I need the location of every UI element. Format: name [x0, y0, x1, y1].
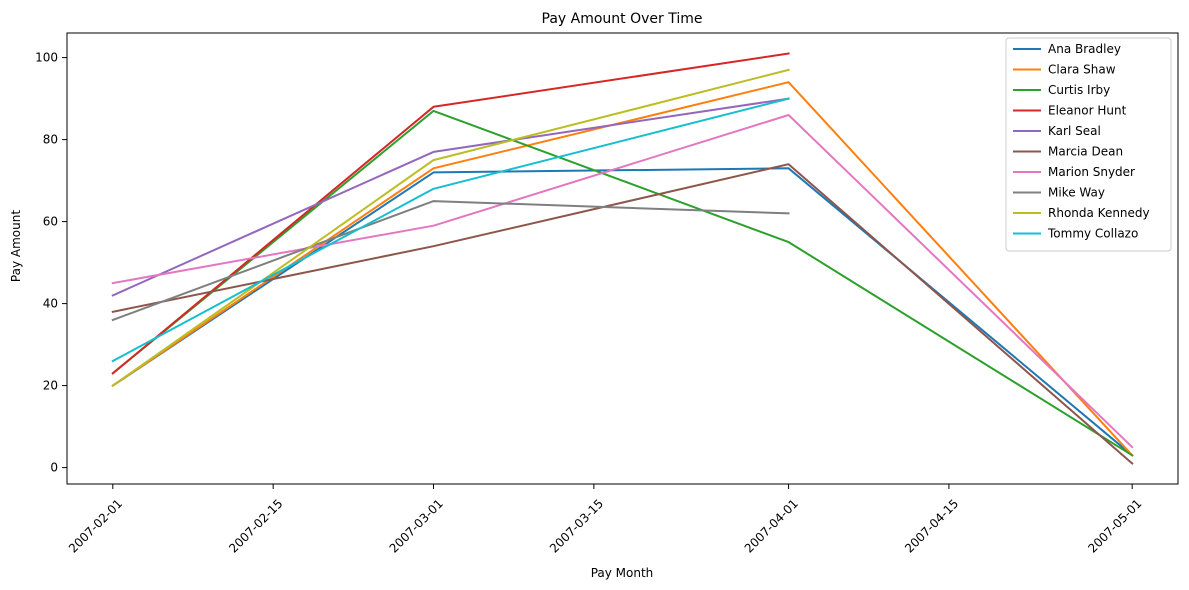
- legend-label-3: Eleanor Hunt: [1048, 104, 1127, 118]
- x-tick-label: 2007-03-15: [547, 496, 606, 555]
- series-line-5: [111, 163, 1134, 465]
- y-tick-label: 60: [43, 215, 58, 229]
- plot-area: [66, 32, 1179, 485]
- legend-label-8: Rhonda Kennedy: [1048, 206, 1150, 220]
- legend-label-5: Marcia Dean: [1048, 145, 1123, 159]
- y-tick-label: 40: [43, 297, 58, 311]
- legend: Ana Bradley Clara Shaw Curtis Irby Eleanor …: [1005, 37, 1172, 252]
- series-line-1: [111, 81, 1134, 457]
- legend-label-0: Ana Bradley: [1048, 42, 1121, 56]
- series-line-9: [111, 97, 790, 363]
- legend-label-2: Curtis Irby: [1048, 83, 1110, 97]
- x-axis-label: Pay Month: [591, 566, 654, 580]
- legend-label-6: Marion Snyder: [1048, 165, 1135, 179]
- y-tick-label: 80: [43, 133, 58, 147]
- legend-label-1: Clara Shaw: [1048, 63, 1116, 77]
- x-tick-label: 2007-03-01: [387, 496, 446, 555]
- chart-title: Pay Amount Over Time: [542, 11, 703, 27]
- series-line-6: [111, 114, 1134, 449]
- series-line-3: [111, 52, 790, 375]
- plot-frame: [66, 32, 1179, 485]
- series-line-2: [111, 109, 1134, 457]
- x-tick-label: 2007-04-15: [902, 496, 961, 555]
- series-line-7: [111, 200, 790, 322]
- x-tick-label: 2007-04-01: [742, 496, 801, 555]
- series-line-0: [111, 167, 1134, 457]
- legend-label-7: Mike Way: [1048, 186, 1105, 200]
- legend-label-9: Tommy Collazo: [1047, 227, 1138, 241]
- y-tick-label: 0: [50, 461, 58, 475]
- y-axis-ticks: 0 20 40 60 80 100: [35, 51, 67, 475]
- x-tick-label: 2007-05-01: [1085, 496, 1144, 555]
- y-tick-label: 100: [35, 51, 58, 65]
- series-line-8: [111, 68, 790, 387]
- x-tick-label: 2007-02-15: [226, 496, 285, 555]
- y-tick-label: 20: [43, 379, 58, 393]
- x-axis-ticks: 2007-02-01 2007-02-15 2007-03-01 2007-03-15…: [66, 484, 1145, 556]
- legend-box: [1005, 37, 1172, 252]
- legend-label-4: Karl Seal: [1048, 124, 1101, 138]
- y-axis-label: Pay Amount: [9, 210, 23, 282]
- series-line-4: [111, 97, 790, 297]
- x-tick-label: 2007-02-01: [66, 496, 125, 555]
